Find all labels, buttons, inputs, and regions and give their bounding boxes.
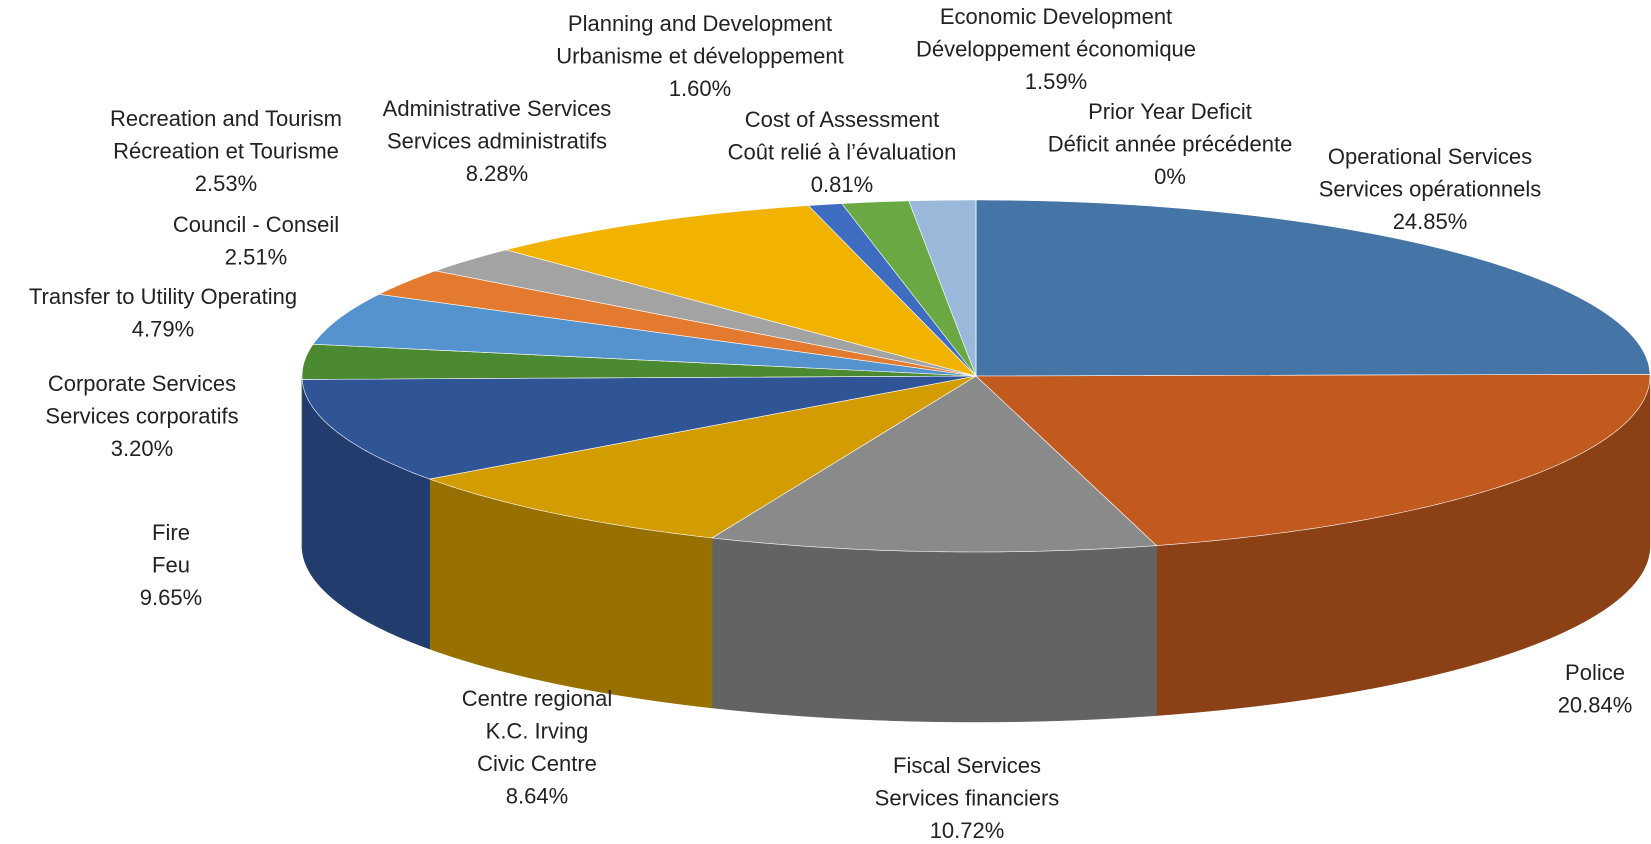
slice-label: Feu bbox=[152, 552, 190, 577]
slice-label: Services administratifs bbox=[387, 128, 607, 153]
slice-label: Services financiers bbox=[875, 785, 1060, 810]
slice-label: Prior Year Deficit bbox=[1088, 99, 1252, 124]
slice-label: Corporate Services bbox=[48, 371, 236, 396]
value-label: 20.84% bbox=[1558, 692, 1633, 717]
slice-label: Fiscal Services bbox=[893, 753, 1041, 778]
slice-label: Services opérationnels bbox=[1319, 176, 1542, 201]
slice bbox=[434, 249, 977, 377]
slice-label: K.C. Irving bbox=[486, 718, 589, 743]
slice-label: Développement économique bbox=[916, 36, 1196, 61]
slice-label: Police bbox=[1565, 660, 1625, 685]
value-label: 8.64% bbox=[506, 783, 568, 808]
value-label: 4.79% bbox=[132, 316, 194, 341]
slice-label: Council - Conseil bbox=[173, 212, 339, 237]
slice-side bbox=[711, 537, 1157, 723]
value-label: 9.65% bbox=[140, 585, 202, 610]
slice-label: Recreation and Tourism bbox=[110, 106, 342, 131]
value-label: 10.72% bbox=[930, 818, 1005, 843]
slice bbox=[841, 200, 977, 377]
slice bbox=[312, 294, 977, 377]
slice bbox=[301, 343, 977, 380]
value-label: 8.28% bbox=[466, 161, 528, 186]
slice bbox=[975, 199, 1651, 377]
slice-label: Coût relié à l’évaluation bbox=[728, 139, 957, 164]
value-label: 2.51% bbox=[225, 244, 287, 269]
slice-label: Récreation et Tourisme bbox=[113, 138, 339, 163]
value-label: 24.85% bbox=[1393, 209, 1468, 234]
value-label: 0% bbox=[1154, 164, 1186, 189]
slice bbox=[975, 374, 1651, 546]
slice bbox=[428, 375, 977, 539]
slice bbox=[377, 270, 977, 377]
slice-label: Urbanisme et développement bbox=[556, 43, 843, 68]
value-label: 1.60% bbox=[669, 76, 731, 101]
slice-label: Déficit année précédente bbox=[1048, 131, 1293, 156]
slice bbox=[807, 203, 977, 377]
slice bbox=[908, 199, 977, 377]
slice bbox=[711, 375, 1158, 553]
value-label: 0.81% bbox=[811, 172, 873, 197]
slice-label: Cost of Assessment bbox=[745, 107, 939, 132]
value-label: 3.20% bbox=[111, 436, 173, 461]
slice-label: Economic Development bbox=[940, 4, 1172, 29]
value-label: 2.53% bbox=[195, 171, 257, 196]
slice-label: Administrative Services bbox=[383, 96, 612, 121]
slice-label: Services corporatifs bbox=[45, 403, 238, 428]
slice-label: Civic Centre bbox=[477, 751, 597, 776]
slice-label: Fire bbox=[152, 520, 190, 545]
slice-label: Planning and Development bbox=[568, 11, 832, 36]
value-label: 1.59% bbox=[1025, 69, 1087, 94]
slice-label: Centre regional bbox=[462, 686, 612, 711]
slice-label: Operational Services bbox=[1328, 144, 1532, 169]
slice bbox=[301, 375, 977, 480]
slice-label: Transfer to Utility Operating bbox=[29, 284, 297, 309]
slice bbox=[504, 205, 977, 377]
